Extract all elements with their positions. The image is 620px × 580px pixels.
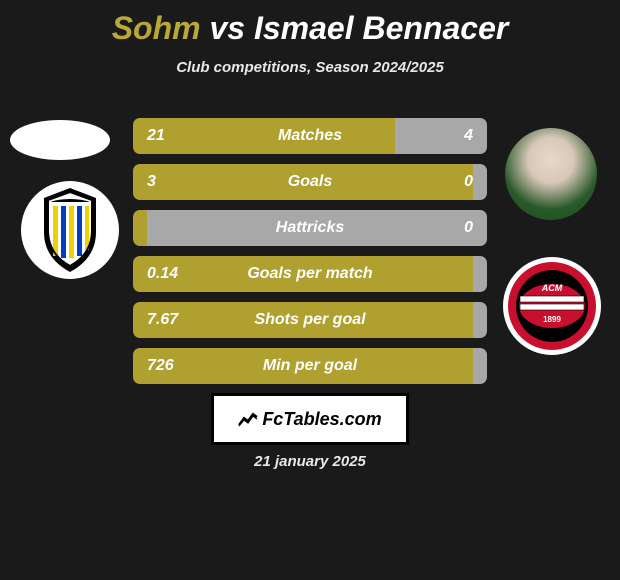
stat-left-segment: 3	[133, 164, 473, 200]
stat-left-value: 3	[147, 173, 156, 191]
stat-right-segment: 0	[473, 164, 487, 200]
stat-row: 0.14Goals per match	[133, 256, 487, 292]
stat-right-segment: 4	[395, 118, 487, 154]
stat-row: 214Matches	[133, 118, 487, 154]
club-logo-left	[20, 180, 120, 280]
stat-right-segment: 0	[147, 210, 487, 246]
stat-left-value: 21	[147, 127, 165, 145]
stat-left-segment: 7.67	[133, 302, 473, 338]
stat-right-segment	[473, 256, 487, 292]
stat-right-value: 0	[464, 173, 473, 191]
stat-left-segment: 0	[133, 210, 147, 246]
date-line: 21 january 2025	[0, 453, 620, 470]
subtitle: Club competitions, Season 2024/2025	[0, 59, 620, 76]
stat-right-segment	[473, 302, 487, 338]
stat-left-segment: 21	[133, 118, 395, 154]
stat-left-value: 0.14	[147, 265, 178, 283]
stat-row: 30Goals	[133, 164, 487, 200]
stat-row: 726Min per goal	[133, 348, 487, 384]
site-badge-label: FcTables.com	[262, 409, 381, 430]
comparison-title: Sohm vs Ismael Bennacer	[0, 0, 620, 47]
player2-photo	[505, 128, 597, 220]
stat-right-value: 0	[464, 219, 473, 237]
stat-left-value: 7.67	[147, 311, 178, 329]
player2-name: Ismael Bennacer	[254, 10, 508, 46]
stat-row: 00Hattricks	[133, 210, 487, 246]
player1-photo	[10, 120, 110, 160]
stat-row: 7.67Shots per goal	[133, 302, 487, 338]
comparison-bars: 214Matches30Goals00Hattricks0.14Goals pe…	[133, 118, 487, 394]
stat-left-segment: 0.14	[133, 256, 473, 292]
site-badge-icon	[238, 411, 258, 427]
svg-text:1899: 1899	[543, 315, 561, 324]
stat-left-value: 726	[147, 357, 174, 375]
site-badge: FcTables.com	[211, 393, 409, 445]
stat-left-segment: 726	[133, 348, 473, 384]
svg-text:ACM: ACM	[541, 283, 563, 293]
player1-name: Sohm	[112, 10, 201, 46]
stat-right-segment	[473, 348, 487, 384]
vs-text: vs	[209, 10, 245, 46]
stat-right-value: 4	[464, 127, 473, 145]
club-logo-right: ACM 1899	[502, 256, 602, 356]
